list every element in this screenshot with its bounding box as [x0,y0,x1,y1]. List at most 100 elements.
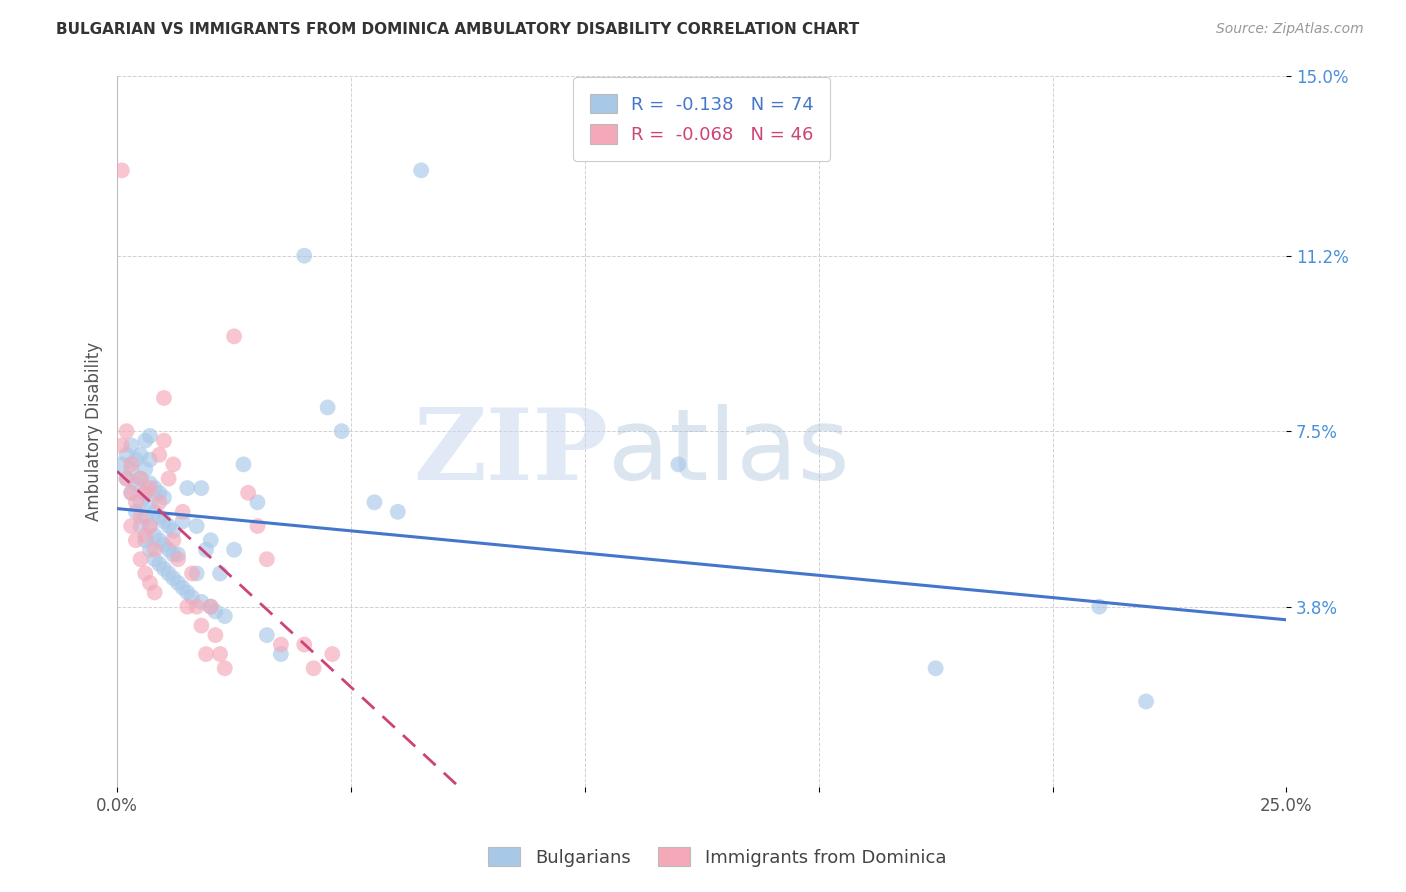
Point [120,462,142,476]
Point [129,552,152,566]
Point [148,533,170,548]
Point [129,519,152,533]
Point [172,514,194,528]
Point [924,661,946,675]
Point [139,476,162,491]
Point [129,472,152,486]
Legend: Bulgarians, Immigrants from Dominica: Bulgarians, Immigrants from Dominica [481,840,953,874]
Point [157,472,180,486]
Point [125,533,148,548]
Point [176,599,198,614]
Text: atlas: atlas [609,404,849,501]
Point [143,585,166,599]
Point [190,618,212,632]
Point [153,491,176,505]
Point [129,509,152,524]
Point [209,566,232,581]
Point [143,542,166,557]
Point [148,448,170,462]
Point [111,458,134,472]
Point [115,472,138,486]
Point [129,472,152,486]
Point [153,514,176,528]
Point [176,585,198,599]
Point [292,249,315,263]
Point [256,552,278,566]
Point [143,528,166,542]
Point [200,599,222,614]
Point [176,481,198,495]
Text: Source: ZipAtlas.com: Source: ZipAtlas.com [1216,22,1364,37]
Point [224,542,246,557]
Point [186,519,208,533]
Point [200,533,222,548]
Point [111,163,134,178]
Point [125,505,148,519]
Point [321,647,343,661]
Point [143,505,166,519]
Point [246,495,269,509]
Point [1088,599,1111,614]
Point [153,562,176,576]
Point [195,542,218,557]
Point [162,571,184,585]
Point [214,609,236,624]
Point [200,599,222,614]
Point [148,557,170,571]
Point [224,329,246,343]
Point [153,538,176,552]
Point [134,528,156,542]
Point [186,599,208,614]
Point [256,628,278,642]
Point [143,552,166,566]
Point [167,576,190,591]
Point [411,163,433,178]
Point [120,485,142,500]
Point [162,533,184,548]
Text: BULGARIAN VS IMMIGRANTS FROM DOMINICA AMBULATORY DISABILITY CORRELATION CHART: BULGARIAN VS IMMIGRANTS FROM DOMINICA AM… [56,22,859,37]
Point [120,485,142,500]
Point [153,391,176,405]
Point [143,481,166,495]
Point [186,566,208,581]
Point [134,462,156,476]
Point [120,458,142,472]
Point [236,485,259,500]
Point [134,566,156,581]
Point [115,448,138,462]
Point [363,495,385,509]
Point [195,647,218,661]
Point [139,495,162,509]
Point [115,424,138,438]
Point [134,485,156,500]
Y-axis label: Ambulatory Disability: Ambulatory Disability [86,342,103,521]
Point [172,505,194,519]
Point [172,581,194,595]
Point [666,458,689,472]
Point [139,481,162,495]
Point [214,661,236,675]
Point [167,552,190,566]
Point [209,647,232,661]
Point [139,576,162,591]
Point [125,476,148,491]
Point [157,566,180,581]
Point [120,519,142,533]
Point [167,548,190,562]
Point [162,458,184,472]
Point [157,519,180,533]
Point [139,452,162,467]
Point [139,519,162,533]
Point [115,472,138,486]
Point [120,438,142,452]
Point [232,458,254,472]
Point [148,495,170,509]
Point [139,429,162,443]
Point [330,424,353,438]
Point [139,542,162,557]
Point [153,434,176,448]
Point [162,548,184,562]
Point [190,595,212,609]
Point [162,524,184,538]
Point [139,519,162,533]
